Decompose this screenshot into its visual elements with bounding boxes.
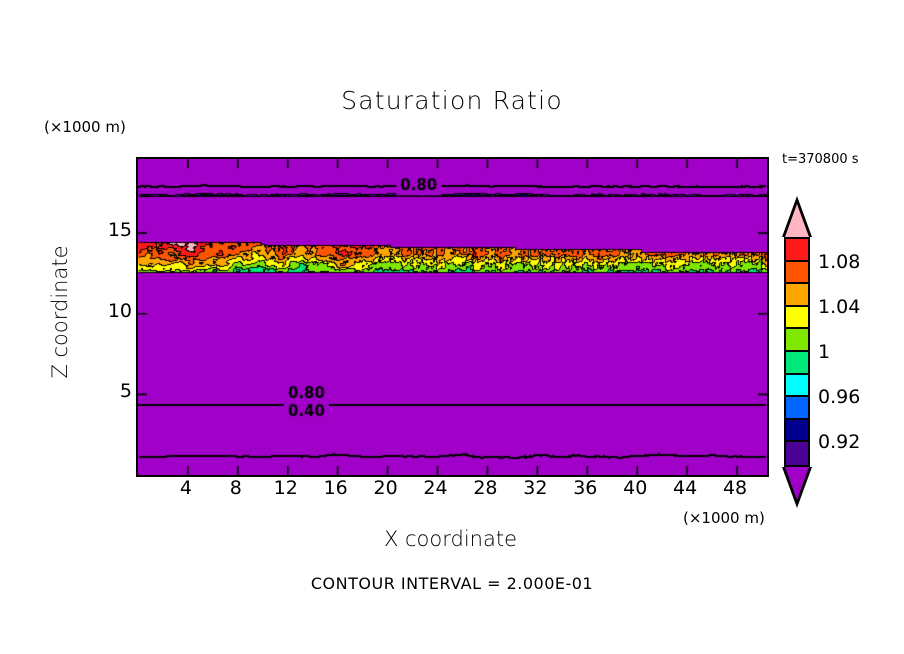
x-tick-label: 28 — [473, 477, 498, 499]
colorbar-tick-label: 0.96 — [818, 386, 861, 409]
contour-field-canvas — [138, 159, 767, 475]
colorbar-segment — [786, 351, 808, 375]
y-tick-label: 5 — [119, 380, 132, 403]
x-tick-label: 44 — [673, 477, 698, 499]
x-axis-ticks: 4 8 12 16 20 24 28 32 36 40 44 48 — [136, 477, 765, 507]
y-axis-ticks: 5 10 15 — [88, 157, 132, 473]
colorbar-tick-label: 1.04 — [818, 295, 861, 318]
x-tick-label: 12 — [273, 477, 298, 499]
colorbar-segment — [786, 419, 808, 443]
colorbar-segment — [786, 374, 808, 398]
colorbar-segment — [786, 329, 808, 352]
x-axis-title: X coordinate — [383, 527, 518, 551]
x-tick-label: 48 — [722, 477, 748, 499]
contour-plot-area[interactable] — [136, 157, 769, 477]
contour-interval-caption: CONTOUR INTERVAL = 2.000E-01 — [310, 574, 594, 593]
page-title: Saturation Ratio — [341, 86, 563, 115]
y-tick-label: 10 — [107, 299, 132, 322]
x-tick-label: 40 — [623, 477, 648, 499]
colorbar-segment — [786, 261, 808, 285]
y-tick-label: 15 — [107, 219, 132, 242]
colorbar-segment — [786, 239, 808, 262]
x-tick-label: 20 — [373, 477, 398, 499]
x-tick-label: 32 — [523, 477, 548, 499]
colorbar-bottom-cap — [785, 467, 809, 500]
x-axis-unit-label: (×1000 m) — [683, 509, 765, 527]
colorbar-segment — [786, 442, 808, 465]
colorbar-segment — [786, 306, 808, 330]
colorbar[interactable] — [784, 237, 810, 467]
z-axis-unit-label: (×1000 m) — [44, 118, 126, 136]
colorbar-tick-label: 0.92 — [818, 431, 861, 454]
colorbar-top-cap — [785, 204, 809, 237]
colorbar-segment — [786, 284, 808, 307]
colorbar-tick-label: 1 — [818, 341, 831, 363]
x-tick-label: 36 — [573, 477, 598, 499]
x-tick-label: 24 — [423, 477, 448, 499]
colorbar-tick-labels: 1.08 1.04 1 0.96 0.92 — [818, 237, 888, 467]
x-tick-label: 16 — [323, 477, 348, 499]
x-tick-label: 8 — [229, 477, 242, 499]
timestamp-label: t=370800 s — [782, 152, 859, 167]
colorbar-segment — [786, 397, 808, 420]
y-axis-title: Z coordinate — [48, 245, 72, 379]
x-tick-label: 4 — [179, 477, 192, 499]
colorbar-tick-label: 1.08 — [818, 250, 861, 273]
